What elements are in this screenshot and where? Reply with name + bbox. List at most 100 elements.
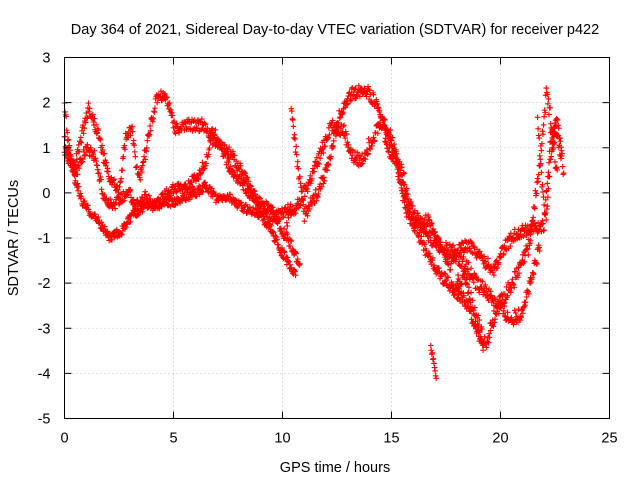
data-point — [116, 195, 122, 202]
data-point — [401, 181, 408, 188]
data-point — [495, 302, 502, 309]
data-point — [179, 190, 186, 197]
data-point — [78, 134, 84, 141]
data-point — [507, 243, 514, 249]
data-point — [97, 136, 104, 143]
data-point — [545, 185, 552, 192]
data-point — [80, 122, 86, 128]
data-point — [387, 127, 394, 133]
data-point — [346, 89, 353, 96]
data-point — [284, 223, 291, 229]
data-point — [367, 146, 374, 152]
data-point — [541, 202, 547, 208]
data-point — [455, 252, 462, 259]
data-point — [483, 344, 490, 351]
data-point — [363, 93, 370, 100]
data-point — [552, 159, 558, 165]
data-point — [554, 117, 561, 123]
x-tick-label: 5 — [169, 431, 177, 447]
data-point — [146, 131, 153, 138]
data-point — [300, 197, 307, 203]
data-point — [225, 159, 232, 165]
data-point — [309, 176, 315, 182]
y-tick-label: 0 — [42, 186, 50, 202]
data-point — [307, 172, 314, 179]
x-tick-labels: 0 5 10 15 20 25 — [60, 431, 617, 447]
data-point — [430, 355, 437, 362]
data-point — [256, 194, 262, 201]
data-point — [405, 191, 411, 197]
x-tick-label: 0 — [60, 431, 68, 447]
data-point — [295, 165, 302, 172]
data-point — [345, 142, 352, 148]
data-point — [557, 138, 564, 145]
data-point — [401, 170, 407, 177]
data-point — [391, 141, 398, 147]
data-point — [311, 168, 317, 175]
data-point — [354, 149, 360, 156]
data-point — [270, 229, 277, 236]
data-point — [444, 274, 450, 280]
data-point — [189, 194, 195, 200]
data-point — [199, 116, 205, 122]
data-point — [390, 152, 396, 159]
data-point — [103, 159, 110, 166]
data-point — [546, 111, 552, 118]
data-point — [134, 197, 141, 203]
y-tick-label: -5 — [38, 412, 51, 428]
data-point — [91, 148, 98, 154]
data-point — [134, 163, 140, 170]
data-point — [74, 171, 81, 178]
data-point — [91, 115, 98, 122]
data-point — [120, 153, 127, 160]
data-point — [362, 156, 369, 162]
data-point — [141, 153, 147, 160]
data-point — [74, 156, 80, 163]
y-tick-label: 1 — [42, 141, 50, 157]
data-point — [152, 105, 158, 111]
data-point — [326, 131, 333, 138]
data-point — [548, 153, 554, 160]
data-point — [132, 153, 139, 160]
data-point — [516, 270, 522, 276]
data-point — [65, 136, 72, 143]
data-point — [559, 163, 566, 170]
data-point — [482, 258, 489, 265]
data-point — [461, 292, 467, 299]
data-point — [142, 156, 148, 163]
data-point — [189, 183, 196, 190]
data-point — [540, 122, 547, 128]
data-point — [536, 248, 543, 254]
grid-layer — [64, 57, 610, 419]
data-point — [82, 119, 89, 126]
data-point — [144, 137, 151, 144]
data-point — [206, 145, 213, 151]
data-point — [409, 203, 416, 209]
data-point — [288, 108, 295, 114]
data-point — [95, 214, 102, 220]
data-point — [164, 94, 170, 101]
data-point — [473, 254, 480, 261]
data-point — [403, 185, 410, 192]
data-point — [122, 146, 128, 153]
data-point — [241, 169, 248, 176]
data-point — [276, 216, 283, 222]
data-point — [274, 236, 280, 243]
data-point — [540, 131, 546, 137]
data-point — [544, 91, 551, 98]
data-point — [406, 196, 412, 202]
data-point — [543, 217, 550, 223]
data-point — [447, 266, 454, 273]
data-point — [247, 204, 253, 210]
data-point — [76, 148, 83, 155]
data-point — [347, 98, 353, 104]
data-point — [441, 281, 447, 287]
data-point — [429, 220, 435, 227]
data-point — [111, 176, 117, 183]
data-point — [132, 149, 138, 155]
data-point — [554, 167, 560, 173]
data-point — [490, 323, 497, 330]
data-point — [547, 105, 553, 111]
data-point — [268, 222, 274, 229]
data-point — [371, 137, 378, 144]
